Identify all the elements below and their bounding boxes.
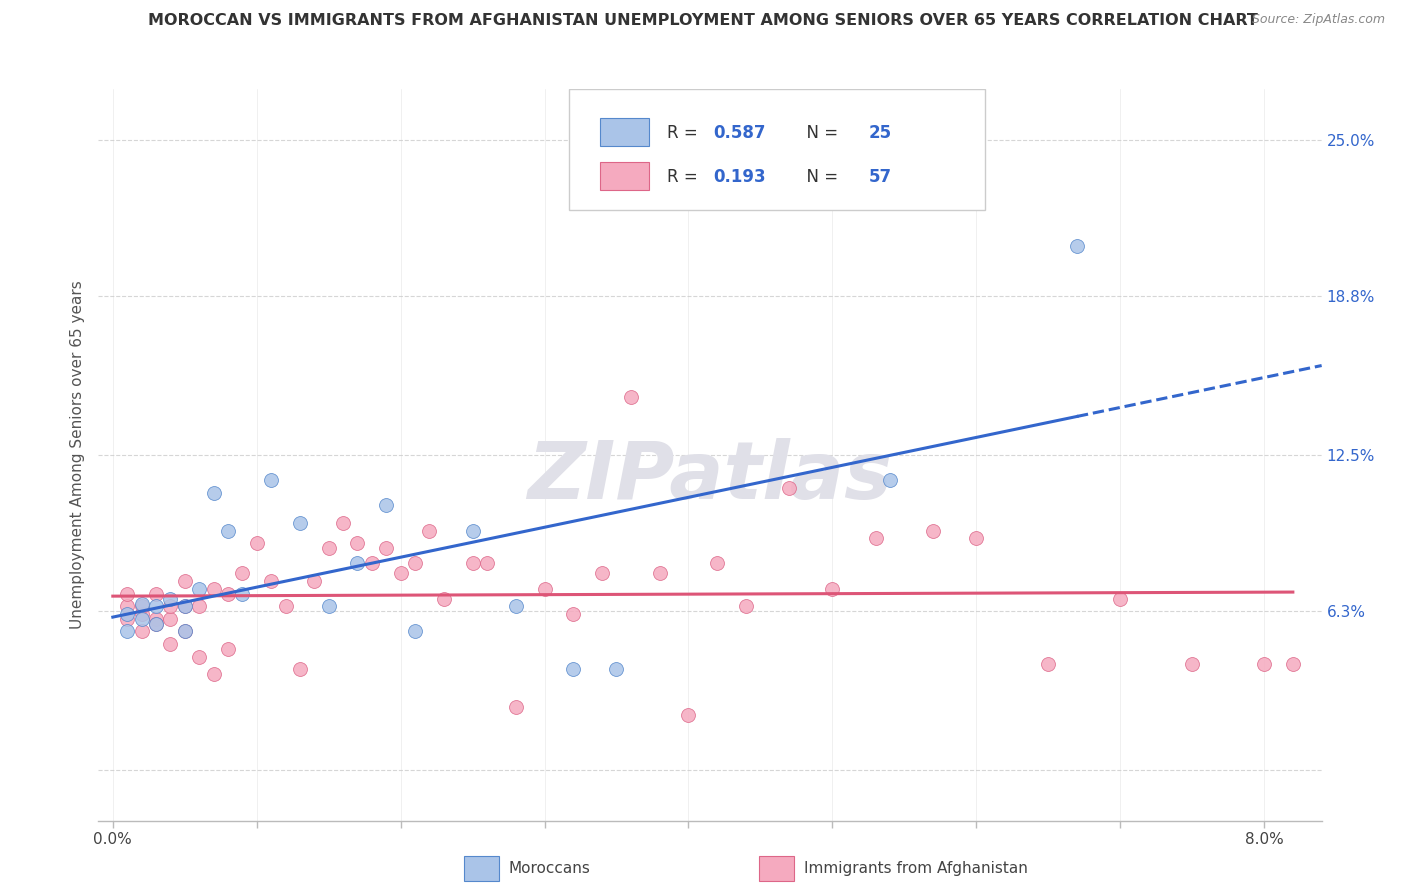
Point xyxy=(562,607,585,621)
Text: N =: N = xyxy=(796,168,844,186)
Point xyxy=(145,616,167,631)
Point xyxy=(1038,657,1060,672)
Point xyxy=(965,531,987,545)
Point xyxy=(159,637,181,651)
Point xyxy=(288,516,311,530)
Point xyxy=(188,599,211,614)
Y-axis label: Unemployment Among Seniors over 65 years: Unemployment Among Seniors over 65 years xyxy=(70,281,86,629)
Point xyxy=(1253,657,1275,672)
Point xyxy=(533,582,555,596)
Point xyxy=(260,574,283,588)
Text: 0.587: 0.587 xyxy=(714,124,766,142)
Point xyxy=(115,624,138,639)
Point xyxy=(145,612,167,626)
Point xyxy=(217,524,239,538)
Text: R =: R = xyxy=(668,168,703,186)
FancyBboxPatch shape xyxy=(569,89,986,210)
Point xyxy=(304,574,326,588)
Point xyxy=(360,557,382,571)
Point xyxy=(145,587,167,601)
Point xyxy=(231,566,253,581)
Point xyxy=(461,524,484,538)
Point xyxy=(145,616,167,631)
FancyBboxPatch shape xyxy=(600,162,650,190)
Point xyxy=(115,607,138,621)
Point xyxy=(131,612,153,626)
Point xyxy=(115,612,138,626)
Point xyxy=(1109,591,1132,606)
Point xyxy=(159,591,181,606)
Point xyxy=(821,582,844,596)
Point xyxy=(173,624,195,639)
Point xyxy=(173,599,195,614)
Point xyxy=(1181,657,1204,672)
Text: Source: ZipAtlas.com: Source: ZipAtlas.com xyxy=(1251,13,1385,27)
Point xyxy=(418,524,440,538)
Point xyxy=(922,524,945,538)
Point xyxy=(115,599,138,614)
Point xyxy=(1282,657,1305,672)
Point xyxy=(620,390,643,404)
Point xyxy=(202,667,225,681)
Point xyxy=(202,485,225,500)
Point xyxy=(706,557,728,571)
Point xyxy=(404,557,426,571)
Point xyxy=(375,541,398,556)
Point xyxy=(231,587,253,601)
Point xyxy=(605,662,627,676)
Text: N =: N = xyxy=(796,124,844,142)
Point xyxy=(389,566,412,581)
Text: Moroccans: Moroccans xyxy=(509,862,591,876)
Point xyxy=(648,566,671,581)
Point xyxy=(173,624,195,639)
Point xyxy=(217,642,239,657)
Point xyxy=(318,541,340,556)
Point xyxy=(346,557,368,571)
Point xyxy=(159,599,181,614)
Point xyxy=(173,574,195,588)
Point xyxy=(505,700,527,714)
Text: 0.193: 0.193 xyxy=(714,168,766,186)
Point xyxy=(217,587,239,601)
Point xyxy=(260,473,283,487)
Point xyxy=(115,587,138,601)
Point xyxy=(865,531,887,545)
Text: MOROCCAN VS IMMIGRANTS FROM AFGHANISTAN UNEMPLOYMENT AMONG SENIORS OVER 65 YEARS: MOROCCAN VS IMMIGRANTS FROM AFGHANISTAN … xyxy=(148,13,1258,29)
Point xyxy=(879,473,901,487)
Point xyxy=(475,557,498,571)
Point xyxy=(461,557,484,571)
Point xyxy=(318,599,340,614)
Point xyxy=(404,624,426,639)
Text: ZIPatlas: ZIPatlas xyxy=(527,438,893,516)
Point xyxy=(131,607,153,621)
Point xyxy=(131,597,153,611)
Point xyxy=(433,591,456,606)
Text: R =: R = xyxy=(668,124,703,142)
Text: Immigrants from Afghanistan: Immigrants from Afghanistan xyxy=(804,862,1028,876)
Text: 57: 57 xyxy=(869,168,893,186)
Point xyxy=(375,499,398,513)
Point xyxy=(288,662,311,676)
Point xyxy=(246,536,269,550)
Point xyxy=(159,612,181,626)
Point xyxy=(131,599,153,614)
Point xyxy=(346,536,368,550)
Point xyxy=(332,516,354,530)
Point xyxy=(173,599,195,614)
Point xyxy=(274,599,297,614)
Point xyxy=(505,599,527,614)
Point xyxy=(145,599,167,614)
Point xyxy=(202,582,225,596)
Point xyxy=(591,566,613,581)
Point xyxy=(778,481,800,495)
Point xyxy=(678,707,700,722)
Point xyxy=(735,599,758,614)
Point xyxy=(562,662,585,676)
Text: 25: 25 xyxy=(869,124,893,142)
Point xyxy=(1066,238,1088,252)
FancyBboxPatch shape xyxy=(600,119,650,146)
Point xyxy=(131,624,153,639)
Point xyxy=(188,582,211,596)
Point xyxy=(188,649,211,664)
